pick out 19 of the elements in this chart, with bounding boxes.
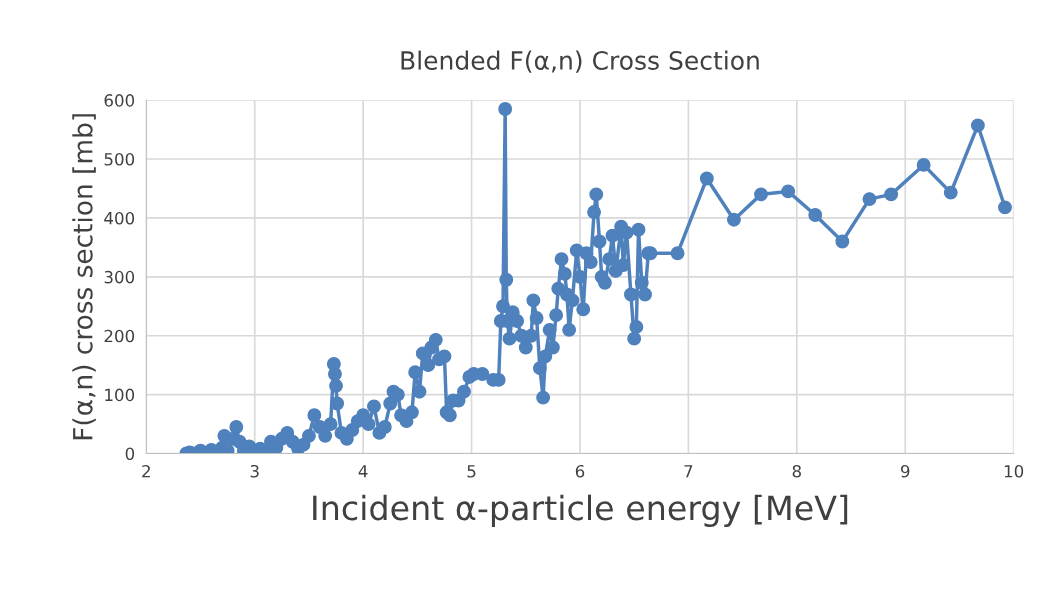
x-tick-label: 9 bbox=[900, 464, 910, 478]
y-tick-label: 300 bbox=[104, 270, 135, 284]
x-tick-label: 8 bbox=[792, 464, 801, 478]
x-tick-label: 4 bbox=[358, 465, 368, 478]
x-axis-title: Incident α-particle energy [MeV] bbox=[313, 494, 848, 527]
x-tick-label: 6 bbox=[575, 464, 585, 478]
y-tick-label: 600 bbox=[104, 94, 135, 107]
x-tick-label: 7 bbox=[684, 465, 693, 478]
y-tick-label: 0 bbox=[125, 447, 135, 461]
chart-title: Blended F(α,n) Cross Section bbox=[401, 50, 759, 73]
x-tick-label: 2 bbox=[142, 464, 150, 478]
x-tick-label: 3 bbox=[250, 464, 259, 478]
y-axis-title: F(α,n) cross section [mb] bbox=[72, 114, 96, 440]
y-tick-label: 500 bbox=[104, 152, 135, 166]
x-tick-label: 10 bbox=[1004, 464, 1024, 478]
y-tick-label: 200 bbox=[104, 329, 135, 343]
y-tick-label: 100 bbox=[105, 388, 135, 402]
x-tick-label: 5 bbox=[467, 465, 476, 478]
y-tick-label: 400 bbox=[104, 211, 135, 225]
